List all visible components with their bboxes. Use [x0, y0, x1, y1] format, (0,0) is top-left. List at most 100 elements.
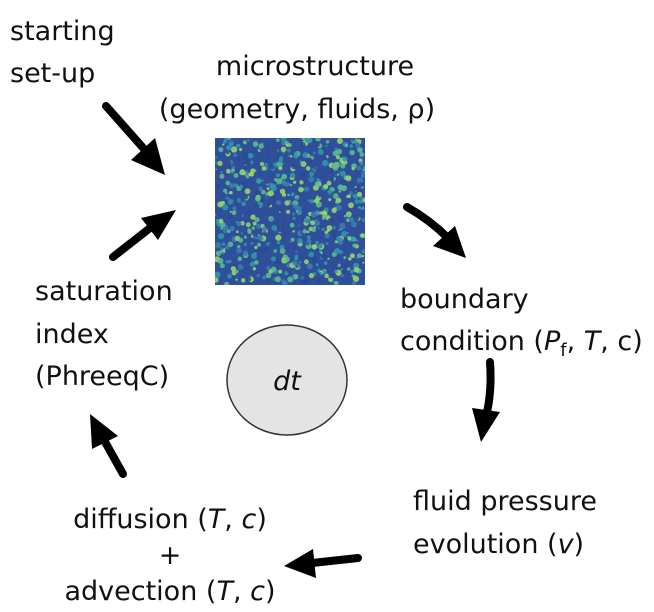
texture-dot: [243, 242, 248, 246]
texture-dot: [346, 267, 351, 271]
texture-dot: [336, 138, 343, 145]
texture-dot: [359, 196, 364, 201]
texture-dot: [266, 147, 271, 152]
texture-dot: [235, 278, 238, 281]
texture-dot: [340, 179, 347, 186]
texture-dot: [349, 269, 354, 274]
texture-dot: [326, 180, 332, 186]
texture-dot: [341, 270, 347, 275]
texture-dot: [241, 214, 245, 218]
texture-dot: [306, 238, 312, 244]
texture-dot: [334, 269, 338, 274]
texture-dot: [274, 276, 281, 283]
texture-dot: [277, 206, 284, 213]
texture-dot: [321, 227, 325, 232]
texture-dot: [298, 260, 302, 264]
texture-dot: [221, 242, 226, 246]
microstructure-image: [215, 138, 365, 285]
texture-dot: [329, 248, 334, 253]
texture-dot: [309, 199, 315, 204]
texture-dot: [304, 138, 312, 144]
texture-dot: [350, 138, 356, 141]
texture-dot: [317, 148, 324, 155]
texture-dot: [216, 169, 221, 174]
texture-dot: [314, 181, 321, 187]
texture-dot: [252, 141, 259, 147]
arrow: [109, 210, 176, 261]
texture-dot: [225, 249, 229, 253]
texture-dot: [319, 236, 322, 240]
texture-dot: [247, 139, 250, 142]
texture-dot: [287, 271, 292, 276]
texture-dot: [275, 138, 280, 142]
texture-dot: [278, 166, 283, 170]
arrow: [284, 549, 362, 578]
texture-dot: [281, 279, 285, 283]
texture-dot: [257, 234, 260, 237]
texture-dot: [282, 223, 285, 227]
texture-dot: [231, 210, 237, 216]
texture-dot: [301, 138, 306, 141]
texture-dot: [282, 151, 285, 154]
texture-dot: [216, 141, 221, 146]
texture-dot: [256, 223, 262, 229]
texture-dot: [359, 152, 365, 157]
texture-dot: [261, 248, 268, 255]
texture-dot: [299, 171, 306, 179]
texture-dot: [280, 146, 287, 153]
texture-dot: [305, 166, 311, 171]
texture-dot: [317, 192, 323, 198]
texture-dot: [332, 164, 339, 171]
texture-dot: [360, 166, 364, 170]
texture-dot: [314, 211, 319, 216]
texture-dot: [227, 241, 234, 248]
texture-dot: [336, 173, 339, 176]
texture-dot: [298, 186, 304, 193]
texture-dot: [215, 213, 217, 216]
texture-dot: [244, 163, 247, 167]
texture-dot: [321, 147, 325, 151]
texture-dot: [287, 276, 294, 283]
texture-dot: [247, 228, 251, 232]
texture-dot: [334, 147, 338, 151]
texture-dot: [218, 147, 224, 153]
texture-dot: [355, 256, 359, 259]
texture-dot: [337, 273, 340, 276]
texture-dot: [360, 233, 365, 238]
texture-dot: [250, 233, 254, 236]
texture-dot: [325, 140, 330, 144]
texture-dot: [299, 142, 306, 148]
texture-dot: [332, 233, 338, 239]
texture-dot: [287, 193, 290, 197]
texture-dot: [236, 221, 242, 227]
texture-dot: [256, 274, 260, 278]
texture-dot: [222, 204, 229, 211]
texture-dot: [315, 263, 319, 267]
texture-dot: [351, 167, 355, 171]
center-label: dt: [273, 366, 302, 397]
texture-dot: [242, 193, 249, 200]
texture-dot: [226, 229, 231, 234]
texture-dot: [284, 200, 290, 206]
texture-dot: [294, 254, 299, 259]
texture-dot: [329, 273, 334, 279]
texture-dot: [295, 210, 299, 213]
texture-dot: [266, 278, 272, 284]
label: saturation: [35, 276, 173, 307]
texture-dot: [275, 234, 282, 241]
texture-dot: [251, 253, 257, 259]
texture-dot: [323, 269, 327, 272]
texture-dot: [236, 143, 241, 148]
texture-dot: [359, 161, 364, 166]
texture-dot: [279, 248, 286, 254]
texture-dot: [261, 179, 264, 182]
texture-dot: [308, 251, 314, 258]
texture-dot: [322, 156, 327, 161]
texture-dot: [281, 173, 288, 180]
texture-dot: [303, 259, 309, 265]
texture-dot: [289, 172, 296, 178]
texture-dot: [229, 142, 233, 146]
texture-dot: [274, 205, 277, 208]
texture-dot: [357, 191, 363, 197]
texture-dot: [328, 169, 334, 175]
